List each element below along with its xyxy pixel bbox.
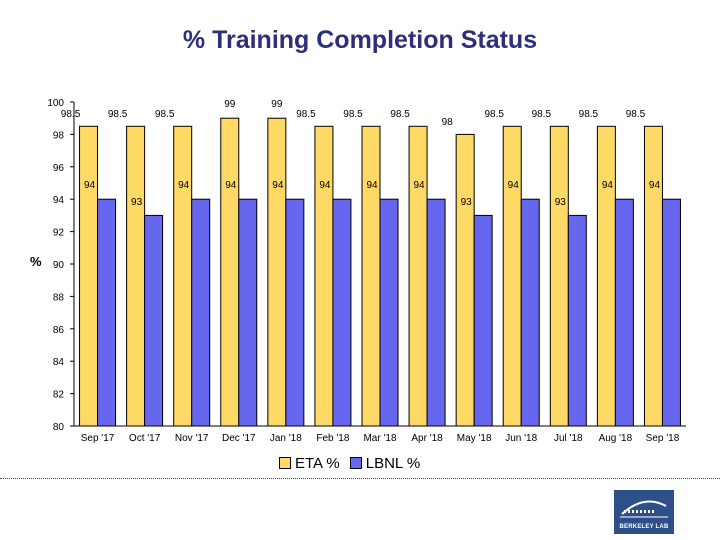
legend-item-eta: ETA % bbox=[279, 455, 340, 472]
legend-label-lbnl: LBNL % bbox=[365, 454, 421, 472]
bar-eta bbox=[502, 125, 522, 427]
x-tick-label: Jan '18 bbox=[270, 433, 302, 444]
y-tick-label: 98 bbox=[53, 130, 65, 141]
data-label-lbnl: 94 bbox=[225, 180, 237, 191]
bar-eta bbox=[173, 125, 193, 427]
data-label-eta: 99 bbox=[224, 99, 236, 110]
data-label-lbnl: 93 bbox=[461, 197, 473, 208]
data-label-eta: 98.5 bbox=[155, 109, 175, 120]
data-label-eta: 98.5 bbox=[532, 109, 552, 120]
bar-eta bbox=[314, 125, 334, 427]
x-tick-label: Oct '17 bbox=[129, 433, 161, 444]
data-labels: 98.5 94 98.5 93 98.5 94 99 94 99 94 98.5 94 98.5 94 98… bbox=[61, 99, 661, 208]
bar-eta bbox=[220, 117, 240, 427]
bar-lbnl bbox=[661, 198, 681, 427]
lab-building-icon bbox=[620, 500, 668, 518]
data-label-eta: 98 bbox=[442, 117, 454, 128]
x-tick-label: Sep '18 bbox=[646, 433, 680, 444]
legend-swatch-eta bbox=[279, 457, 291, 469]
bar-lbnl bbox=[614, 198, 634, 427]
legend-swatch-lbnl bbox=[349, 457, 362, 469]
data-label-lbnl: 93 bbox=[555, 197, 567, 208]
bar-lbnl bbox=[238, 198, 258, 427]
data-label-eta: 98.5 bbox=[61, 109, 81, 120]
footer-divider bbox=[0, 478, 720, 479]
y-tick-label: 92 bbox=[53, 228, 65, 239]
data-label-lbnl: 94 bbox=[319, 180, 331, 191]
x-tick-label: Mar '18 bbox=[363, 433, 396, 444]
data-label-lbnl: 94 bbox=[272, 180, 284, 191]
x-tick-label: Dec '17 bbox=[222, 433, 256, 444]
y-tick-label: 86 bbox=[53, 325, 65, 336]
bar-eta bbox=[79, 125, 99, 427]
bar-lbnl bbox=[285, 198, 305, 427]
x-tick-label: Aug '18 bbox=[599, 433, 633, 444]
x-tick-label: Jul '18 bbox=[554, 433, 583, 444]
y-tick-label: 84 bbox=[53, 357, 65, 368]
bar-eta bbox=[549, 125, 569, 427]
chart-title: % Training Completion Status bbox=[182, 26, 538, 54]
x-tick-label: May '18 bbox=[457, 433, 492, 444]
x-tick-label: Apr '18 bbox=[411, 433, 443, 444]
bar-eta bbox=[267, 117, 287, 427]
data-label-eta: 98.5 bbox=[296, 109, 316, 120]
data-label-eta: 98.5 bbox=[579, 109, 599, 120]
bar-lbnl bbox=[144, 214, 164, 427]
bar-lbnl bbox=[379, 198, 399, 427]
bar-group bbox=[79, 117, 681, 427]
data-label-eta: 98.5 bbox=[390, 109, 410, 120]
y-tick-label: 82 bbox=[53, 390, 65, 401]
x-tick-label: Nov '17 bbox=[175, 433, 209, 444]
data-label-lbnl: 94 bbox=[414, 180, 426, 191]
legend: ETA % LBNL % bbox=[279, 453, 430, 473]
bar-lbnl bbox=[332, 198, 352, 427]
x-tick-label: Feb '18 bbox=[316, 433, 349, 444]
data-label-lbnl: 94 bbox=[84, 180, 96, 191]
data-label-eta: 98.5 bbox=[484, 109, 504, 120]
data-label-lbnl: 94 bbox=[508, 180, 520, 191]
bar-lbnl bbox=[520, 198, 540, 427]
bar-lbnl bbox=[473, 214, 493, 427]
bar-lbnl bbox=[191, 198, 211, 427]
data-label-eta: 98.5 bbox=[343, 109, 363, 120]
y-tick-label: 100 bbox=[47, 98, 64, 109]
y-tick-label: 88 bbox=[53, 292, 65, 303]
bar-eta bbox=[126, 125, 146, 427]
legend-item-lbnl: LBNL % bbox=[349, 454, 421, 472]
berkeley-lab-logo: BERKELEY LAB bbox=[614, 490, 674, 534]
y-tick-label: 94 bbox=[53, 195, 65, 206]
data-label-lbnl: 94 bbox=[366, 180, 378, 191]
bar-eta bbox=[408, 125, 428, 427]
bar-eta bbox=[596, 125, 616, 427]
legend-label-eta: ETA % bbox=[295, 454, 340, 472]
data-label-lbnl: 94 bbox=[602, 180, 614, 191]
y-axis-label: % bbox=[30, 254, 42, 269]
bar-lbnl bbox=[97, 198, 117, 427]
y-tick-label: 80 bbox=[53, 422, 65, 433]
data-label-lbnl: 93 bbox=[131, 197, 143, 208]
bar-eta bbox=[455, 133, 475, 427]
x-tick-label: Jun '18 bbox=[505, 433, 537, 444]
bar-eta bbox=[361, 125, 381, 427]
data-label-eta: 99 bbox=[271, 99, 283, 110]
y-tick-label: 96 bbox=[53, 163, 65, 174]
data-label-lbnl: 94 bbox=[649, 180, 661, 191]
logo-text: BERKELEY LAB bbox=[619, 524, 669, 530]
y-tick-label: 90 bbox=[53, 260, 65, 271]
x-tick-label: Sep '17 bbox=[81, 433, 115, 444]
bar-eta bbox=[643, 125, 663, 427]
data-label-lbnl: 94 bbox=[178, 180, 190, 191]
data-label-eta: 98.5 bbox=[626, 109, 646, 120]
bar-lbnl bbox=[426, 198, 446, 427]
data-label-eta: 98.5 bbox=[108, 109, 128, 120]
bar-lbnl bbox=[567, 214, 587, 427]
